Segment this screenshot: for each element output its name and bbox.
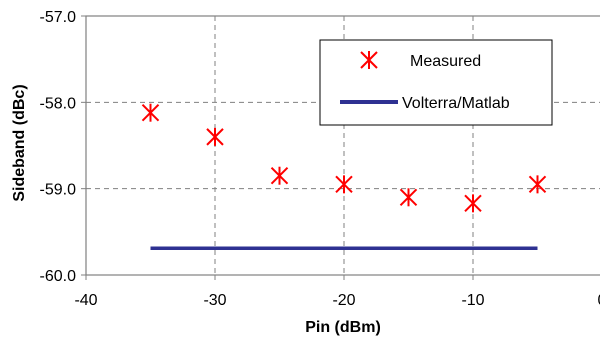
data-point-measured bbox=[141, 103, 160, 122]
x-tick-label: -20 bbox=[332, 292, 355, 309]
data-point-measured bbox=[464, 194, 482, 213]
x-tick-label: -30 bbox=[203, 292, 226, 309]
data-point-measured bbox=[206, 127, 224, 146]
data-point-measured bbox=[335, 175, 353, 194]
y-ticks: -60.0 -59.0 -58.0 -57.0 bbox=[40, 9, 86, 285]
data-point-measured bbox=[528, 175, 547, 194]
legend-marker-measured bbox=[360, 51, 378, 69]
y-tick-label: -60.0 bbox=[40, 268, 77, 285]
series-layer bbox=[141, 103, 547, 250]
data-point-measured bbox=[270, 166, 289, 185]
legend-label-measured: Measured bbox=[410, 53, 481, 70]
y-tick-label: -58.0 bbox=[40, 95, 77, 112]
x-tick-label: -40 bbox=[74, 292, 97, 309]
x-tick-label: 0 bbox=[598, 292, 600, 309]
legend-label-volterra: Volterra/Matlab bbox=[402, 95, 510, 112]
x-ticks: -40 -30 -20 -10 0 bbox=[74, 275, 600, 309]
y-tick-label: -59.0 bbox=[40, 182, 77, 199]
data-point-measured bbox=[399, 188, 418, 207]
x-axis-title: Pin (dBm) bbox=[305, 319, 381, 336]
y-axis-title: Sideband (dBc) bbox=[11, 84, 28, 201]
legend-box bbox=[319, 39, 553, 126]
x-tick-label: -10 bbox=[461, 292, 484, 309]
legend: Measured Volterra/Matlab bbox=[319, 39, 553, 126]
y-tick-label: -57.0 bbox=[40, 9, 77, 26]
legend-star-icon bbox=[360, 51, 378, 69]
